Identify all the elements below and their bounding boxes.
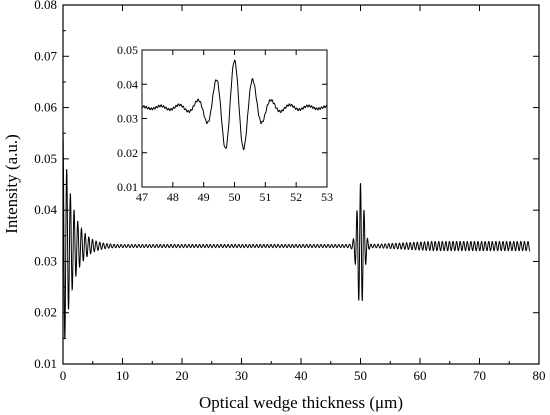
inset-x-tick-label: 48 <box>167 190 179 204</box>
main-y-tick-label: 0.07 <box>34 48 57 63</box>
main-y-tick-label: 0.03 <box>34 253 57 268</box>
x-axis-title: Optical wedge thickness (μm) <box>199 393 403 412</box>
main-x-tick-label: 80 <box>533 368 546 383</box>
main-y-tick-label: 0.01 <box>34 356 57 371</box>
inset-background <box>142 50 327 187</box>
main-x-tick-labels: 0 10 20 30 40 50 60 70 80 <box>60 368 546 383</box>
inset-axis-ticks <box>141 49 328 188</box>
inset-x-tick-label: 50 <box>229 190 241 204</box>
main-series-line <box>62 133 531 340</box>
main-x-tick-label: 0 <box>60 368 67 383</box>
inset-x-tick-labels: 47 48 49 50 51 52 53 <box>136 190 333 204</box>
main-y-tick-label: 0.02 <box>34 305 57 320</box>
main-x-tick-label: 10 <box>116 368 129 383</box>
main-x-tick-label: 60 <box>414 368 427 383</box>
inset-y-tick-label: 0.05 <box>117 43 138 57</box>
main-x-tick-label: 50 <box>354 368 367 383</box>
main-x-tick-label: 70 <box>473 368 486 383</box>
inset-y-tick-label: 0.02 <box>117 146 138 160</box>
inset-x-tick-label: 53 <box>321 190 333 204</box>
inset-x-tick-label: 49 <box>198 190 210 204</box>
inset-x-tick-label: 51 <box>259 190 271 204</box>
main-y-tick-label: 0.04 <box>34 202 57 217</box>
main-axis-ticks <box>62 4 540 365</box>
main-x-tick-label: 30 <box>235 368 248 383</box>
inset-y-tick-label: 0.01 <box>117 180 138 194</box>
inset-x-tick-label: 52 <box>290 190 302 204</box>
main-x-tick-label: 40 <box>295 368 308 383</box>
main-y-tick-label: 0.06 <box>34 100 57 115</box>
inset-x-tick-label: 47 <box>136 190 148 204</box>
main-x-tick-label: 20 <box>176 368 189 383</box>
main-y-tick-label: 0.08 <box>34 0 57 12</box>
inset-y-tick-label: 0.04 <box>117 77 138 91</box>
inset-series-line <box>141 59 328 151</box>
main-y-tick-labels: 0.01 0.02 0.03 0.04 0.05 0.06 0.07 0.08 <box>34 0 57 371</box>
inset-y-tick-labels: 0.01 0.02 0.03 0.04 0.05 <box>117 43 138 194</box>
main-y-tick-label: 0.05 <box>34 151 57 166</box>
y-axis-title: Intensity (a.u.) <box>2 134 21 234</box>
inset-y-tick-label: 0.03 <box>117 112 138 126</box>
